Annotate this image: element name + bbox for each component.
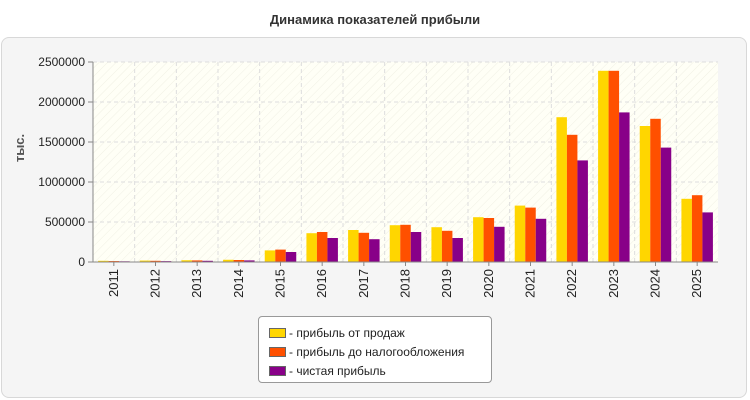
legend-label-net-profit: - чистая прибыль <box>289 363 386 378</box>
bar-2024-series-1 <box>650 118 661 262</box>
x-tick-label: 2013 <box>189 269 204 298</box>
bar-2021-series-2 <box>535 218 547 262</box>
bar-2012-series-1 <box>150 260 161 262</box>
x-tick-label: 2020 <box>481 269 496 298</box>
bar-2015-series-2 <box>285 252 297 262</box>
bar-2020-series-1 <box>483 218 495 262</box>
bar-2016-series-0 <box>306 233 317 262</box>
x-tick-label: 2015 <box>273 269 288 298</box>
chart-title: Динамика показателей прибыли <box>269 12 481 27</box>
bar-2022-series-2 <box>577 160 588 262</box>
x-tick-label: 2018 <box>398 269 413 298</box>
x-tick-label: 2023 <box>606 269 621 298</box>
bar-2025-series-0 <box>681 198 692 262</box>
bar-2020-series-2 <box>494 226 505 262</box>
bar-2015-series-1 <box>275 249 286 262</box>
bar-2024-series-2 <box>660 147 672 262</box>
x-tick-label: 2022 <box>564 269 579 298</box>
bar-2020-series-0 <box>473 217 484 262</box>
bar-2019-series-2 <box>452 238 463 262</box>
bar-2025-series-1 <box>691 195 703 262</box>
y-tick-label: 500000 <box>45 215 85 229</box>
bar-2025-series-2 <box>702 212 713 262</box>
legend-label-sales-profit: - прибыль от продаж <box>289 325 405 340</box>
x-tick-label: 2017 <box>356 269 371 298</box>
bar-2014-series-2 <box>244 260 255 262</box>
bar-2022-series-1 <box>566 134 578 262</box>
bar-2021-series-0 <box>514 205 526 262</box>
bar-2013-series-0 <box>181 260 192 262</box>
legend-item-sales-profit: - прибыль от продаж <box>269 323 491 342</box>
legend-label-pretax-profit: - прибыль до налогообложения <box>289 344 465 359</box>
y-tick-label: 2000000 <box>38 95 85 109</box>
x-tick-label: 2021 <box>523 269 538 298</box>
x-tick-label: 2024 <box>648 269 663 298</box>
bar-2013-series-1 <box>191 260 203 262</box>
legend-swatch-pretax-profit <box>269 346 286 357</box>
bar-2014-series-0 <box>223 259 234 262</box>
x-tick-label: 2016 <box>314 269 329 298</box>
y-tick-labels: 0 500000 1000000 1500000 2000000 2500000 <box>38 55 93 269</box>
bar-2017-series-1 <box>358 232 370 262</box>
bars-group <box>98 70 713 263</box>
x-tick-label: 2011 <box>106 269 121 297</box>
x-tick-label: 2019 <box>439 269 454 298</box>
y-tick-label: 0 <box>78 255 85 269</box>
bar-2023-series-0 <box>598 70 609 262</box>
bar-2019-series-1 <box>441 230 453 262</box>
x-tick-labels: 2011 2012 2013 2014 2015 2016 2017 2018 2019 2020… <box>106 262 704 298</box>
x-tick-label: 2025 <box>689 269 704 298</box>
bar-2021-series-1 <box>525 207 536 262</box>
bar-2017-series-2 <box>369 239 380 262</box>
bar-2012-series-0 <box>139 260 151 262</box>
x-tick-label: 2012 <box>148 269 163 298</box>
bar-2018-series-1 <box>400 224 411 262</box>
bar-2019-series-0 <box>431 227 442 262</box>
legend-item-net-profit: - чистая прибыль <box>269 361 491 380</box>
bar-2023-series-2 <box>619 112 630 263</box>
y-tick-label: 1500000 <box>38 135 85 149</box>
bar-2018-series-2 <box>410 232 422 262</box>
y-tick-label: 1000000 <box>38 175 85 189</box>
y-tick-label: 2500000 <box>38 55 85 69</box>
bar-2016-series-1 <box>316 232 328 262</box>
bar-2014-series-1 <box>233 260 245 262</box>
y-axis-label: тыс. <box>12 134 27 162</box>
legend-item-pretax-profit: - прибыль до налогообложения <box>269 342 491 361</box>
legend: - прибыль от продаж - прибыль до налогоо… <box>258 316 492 383</box>
bar-2011-series-0 <box>98 260 109 262</box>
bar-2016-series-2 <box>327 238 338 262</box>
bar-2022-series-0 <box>556 117 567 262</box>
bar-2015-series-0 <box>264 250 276 262</box>
bar-2018-series-0 <box>389 225 401 262</box>
bar-2013-series-2 <box>202 260 213 262</box>
x-tick-label: 2014 <box>231 269 246 298</box>
bar-2023-series-1 <box>608 70 620 262</box>
legend-swatch-net-profit <box>269 365 286 376</box>
legend-swatch-sales-profit <box>269 327 286 338</box>
bar-2024-series-0 <box>639 126 651 262</box>
bar-2017-series-0 <box>348 230 359 262</box>
